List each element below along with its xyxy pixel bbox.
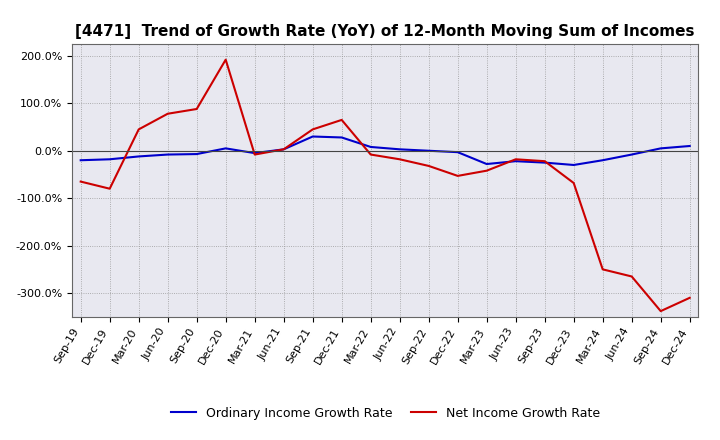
- Line: Ordinary Income Growth Rate: Ordinary Income Growth Rate: [81, 136, 690, 165]
- Title: [4471]  Trend of Growth Rate (YoY) of 12-Month Moving Sum of Incomes: [4471] Trend of Growth Rate (YoY) of 12-…: [76, 24, 695, 39]
- Net Income Growth Rate: [511, 157, 520, 162]
- Legend: Ordinary Income Growth Rate, Net Income Growth Rate: Ordinary Income Growth Rate, Net Income …: [166, 402, 605, 425]
- Ordinary Income Growth Rate: [76, 158, 85, 163]
- Net Income Growth Rate: [279, 147, 288, 152]
- Ordinary Income Growth Rate: [424, 148, 433, 154]
- Line: Net Income Growth Rate: Net Income Growth Rate: [81, 60, 690, 311]
- Net Income Growth Rate: [251, 152, 259, 157]
- Ordinary Income Growth Rate: [598, 158, 607, 163]
- Ordinary Income Growth Rate: [627, 152, 636, 157]
- Net Income Growth Rate: [482, 168, 491, 173]
- Net Income Growth Rate: [308, 127, 317, 132]
- Net Income Growth Rate: [338, 117, 346, 123]
- Net Income Growth Rate: [192, 106, 201, 112]
- Ordinary Income Growth Rate: [192, 151, 201, 157]
- Net Income Growth Rate: [76, 179, 85, 184]
- Net Income Growth Rate: [135, 127, 143, 132]
- Ordinary Income Growth Rate: [338, 135, 346, 140]
- Ordinary Income Growth Rate: [657, 146, 665, 151]
- Ordinary Income Growth Rate: [135, 154, 143, 159]
- Net Income Growth Rate: [105, 186, 114, 191]
- Ordinary Income Growth Rate: [366, 144, 375, 150]
- Ordinary Income Growth Rate: [454, 150, 462, 155]
- Ordinary Income Growth Rate: [395, 147, 404, 152]
- Net Income Growth Rate: [570, 180, 578, 186]
- Net Income Growth Rate: [366, 152, 375, 157]
- Ordinary Income Growth Rate: [685, 143, 694, 149]
- Ordinary Income Growth Rate: [163, 152, 172, 157]
- Net Income Growth Rate: [627, 274, 636, 279]
- Ordinary Income Growth Rate: [541, 160, 549, 165]
- Net Income Growth Rate: [395, 157, 404, 162]
- Net Income Growth Rate: [598, 267, 607, 272]
- Ordinary Income Growth Rate: [251, 150, 259, 156]
- Ordinary Income Growth Rate: [105, 157, 114, 162]
- Net Income Growth Rate: [163, 111, 172, 117]
- Net Income Growth Rate: [657, 308, 665, 314]
- Ordinary Income Growth Rate: [511, 158, 520, 164]
- Ordinary Income Growth Rate: [482, 161, 491, 167]
- Net Income Growth Rate: [685, 295, 694, 301]
- Ordinary Income Growth Rate: [221, 146, 230, 151]
- Ordinary Income Growth Rate: [308, 134, 317, 139]
- Ordinary Income Growth Rate: [279, 147, 288, 152]
- Net Income Growth Rate: [221, 57, 230, 62]
- Net Income Growth Rate: [454, 173, 462, 179]
- Net Income Growth Rate: [541, 158, 549, 164]
- Net Income Growth Rate: [424, 163, 433, 169]
- Ordinary Income Growth Rate: [570, 162, 578, 168]
